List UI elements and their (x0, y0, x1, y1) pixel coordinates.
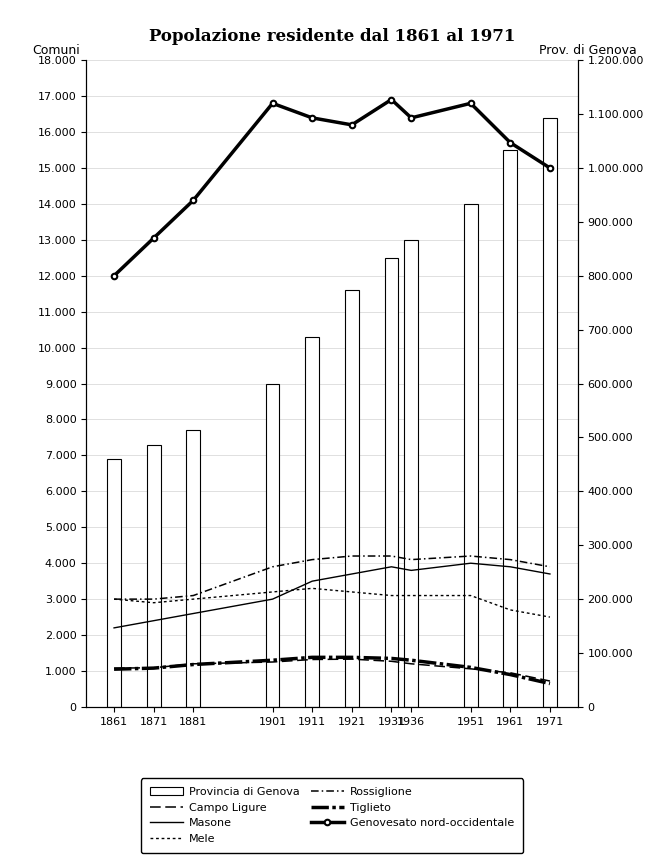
Legend: Provincia di Genova, Campo Ligure, Masone, Mele, Rossiglione, Tiglieto, Genovesa: Provincia di Genova, Campo Ligure, Mason… (141, 778, 523, 853)
Bar (543, 118, 557, 707)
Bar (107, 459, 121, 707)
Text: Comuni: Comuni (33, 44, 80, 57)
Bar (266, 384, 280, 707)
Bar (384, 258, 398, 707)
Bar (305, 337, 319, 707)
Bar (345, 290, 359, 707)
Text: Popolazione residente dal 1861 al 1971: Popolazione residente dal 1861 al 1971 (149, 28, 515, 45)
Bar (404, 240, 418, 707)
Text: Prov. di Genova: Prov. di Genova (539, 44, 637, 57)
Bar (147, 445, 161, 707)
Bar (187, 430, 201, 707)
Bar (503, 150, 517, 707)
Bar (463, 204, 477, 707)
